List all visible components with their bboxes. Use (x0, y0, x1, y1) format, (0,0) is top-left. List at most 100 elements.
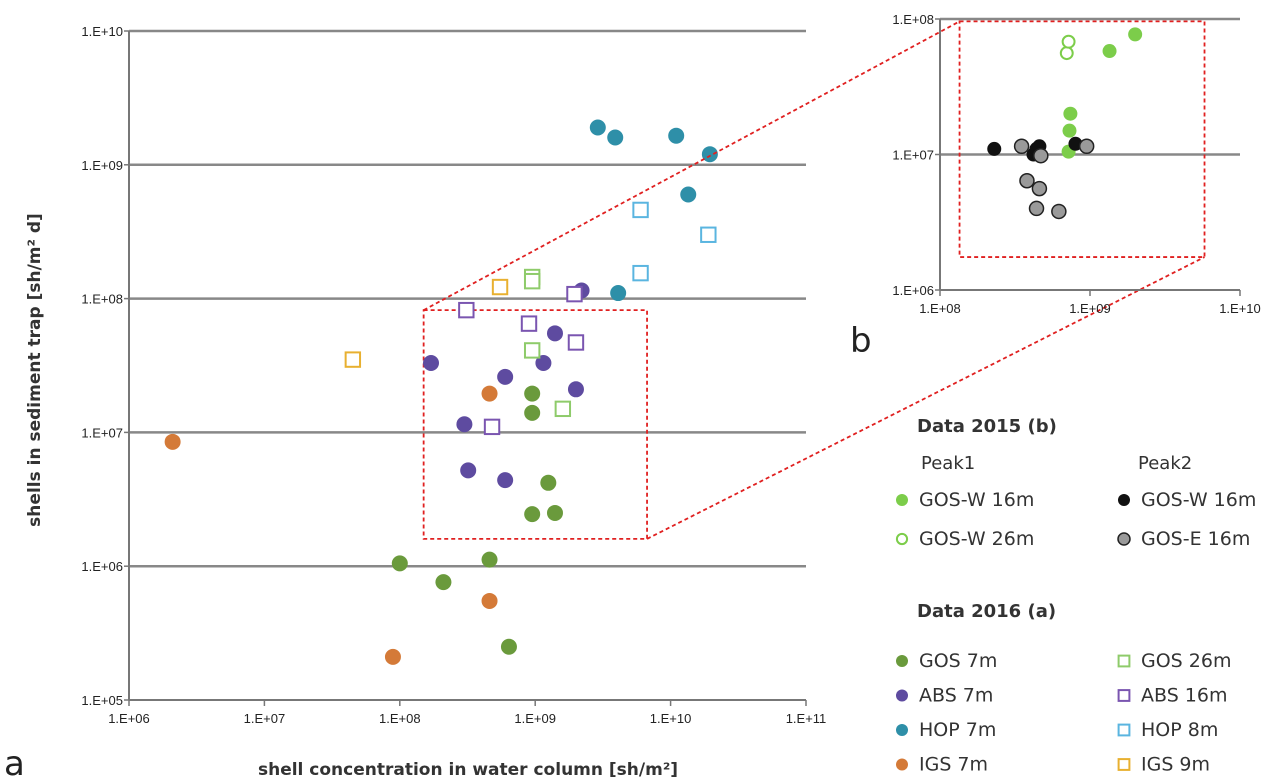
data-point (164, 433, 181, 450)
data-point (567, 334, 585, 351)
legend-label: GOS-E 16m (1141, 528, 1250, 550)
zoom-box (422, 309, 648, 540)
y-tick-label: 1.E+06 (892, 283, 934, 298)
legend-label: GOS-W 16m (919, 489, 1034, 511)
legend-peak1-label: Peak1 (921, 453, 975, 474)
data-point (497, 472, 514, 489)
x-tick-label: 1.E+10 (650, 711, 692, 726)
y-tick-label: 1.E+07 (81, 425, 123, 440)
legend-label: GOS-W 26m (919, 528, 1034, 550)
panel-a-label: a (4, 744, 25, 783)
x-tick-label: 1.E+07 (244, 711, 286, 726)
legend-label: GOS 26m (1141, 650, 1231, 672)
legend-peak2-label: Peak2 (1138, 453, 1192, 474)
data-point (1031, 180, 1048, 197)
panel-b-data-points (987, 27, 1143, 220)
legend-2016-items: GOS 7m GOS 26m ABS 7m ABS 16m HOP 7m HOP 8m IG… (896, 650, 1231, 776)
data-point (554, 400, 572, 418)
legend-marker (1118, 494, 1130, 506)
legend-label: HOP 8m (1141, 719, 1218, 741)
y-tick-label: 1.E+05 (81, 693, 123, 708)
data-point (701, 146, 718, 163)
legend-marker (896, 724, 908, 736)
data-point (589, 119, 606, 136)
data-point (344, 351, 362, 368)
panel-b-chart: 1.E+08 1.E+09 1.E+10 1.E+06 1.E+07 1.E+08 b (850, 12, 1261, 361)
data-point (610, 285, 627, 302)
panel-a-axes (124, 30, 807, 706)
data-point (546, 504, 563, 521)
panel-a-chart: 1.E+06 1.E+07 1.E+08 1.E+09 1.E+10 1.E+11 1.E… (4, 24, 826, 783)
panel-a-gridlines (129, 29, 806, 568)
legend-2015-title: Data 2015 (b) (917, 416, 1057, 437)
data-point (987, 141, 1002, 156)
data-point (632, 264, 649, 282)
data-point (1062, 123, 1077, 138)
legend-2015-items: GOS-W 16m GOS-W 16m GOS-W 26m GOS-E 16m (895, 489, 1256, 550)
data-point (1033, 147, 1049, 164)
x-tick-label: 1.E+08 (379, 711, 421, 726)
y-tick-label: 1.E+08 (81, 292, 123, 307)
data-point (423, 355, 440, 372)
legend: Data 2015 (b) Peak1 Peak2 GOS-W 16m GOS-W… (895, 416, 1256, 776)
data-point (491, 278, 509, 296)
x-tick-label: 1.E+06 (108, 711, 150, 726)
data-point (458, 301, 475, 319)
legend-marker (1117, 654, 1131, 668)
data-point (1128, 27, 1143, 42)
legend-marker (1117, 689, 1131, 702)
data-point (1059, 46, 1074, 61)
panel-a-data-points (164, 119, 718, 665)
data-point (1063, 106, 1078, 121)
zoom-connector-lines (423, 20, 1205, 540)
legend-marker (896, 494, 908, 506)
panel-b-gridlines (940, 17, 1240, 156)
data-point (524, 385, 541, 402)
legend-label: ABS 7m (919, 685, 993, 707)
panel-b-zoom-box (958, 20, 1206, 258)
data-point (1061, 34, 1076, 49)
zoom-connector-upper (423, 20, 960, 311)
panel-a-y-tick-labels: 1.E+05 1.E+06 1.E+07 1.E+08 1.E+09 1.E+10 (81, 24, 123, 708)
legend-2016-title: Data 2016 (a) (917, 601, 1056, 622)
data-point (1102, 44, 1117, 59)
data-point (607, 129, 624, 146)
legend-label: GOS 7m (919, 650, 997, 672)
data-point (700, 226, 717, 243)
y-axis-title: shells in sediment trap [sh/m² d] (25, 213, 45, 527)
zoom-box (958, 20, 1206, 258)
legend-marker (1117, 758, 1131, 771)
legend-label: IGS 7m (919, 754, 988, 776)
panel-a-zoom-box (422, 309, 648, 540)
data-point (523, 272, 541, 290)
data-point (546, 325, 563, 342)
y-tick-label: 1.E+06 (81, 559, 123, 574)
zoom-connector-lower (646, 256, 1205, 540)
legend-marker (896, 758, 908, 771)
y-tick-label: 1.E+09 (81, 158, 123, 173)
data-point (567, 381, 584, 398)
legend-marker (896, 655, 908, 667)
data-point (680, 186, 697, 203)
legend-marker (1117, 723, 1131, 737)
data-point (497, 368, 514, 385)
x-tick-label: 1.E+08 (919, 301, 961, 316)
data-point (460, 462, 477, 479)
legend-marker (1117, 532, 1131, 546)
data-point (500, 638, 517, 655)
x-tick-label: 1.E+11 (786, 711, 827, 726)
data-point (520, 315, 538, 332)
data-point (391, 555, 408, 572)
data-point (632, 201, 649, 219)
panel-b-label: b (850, 321, 872, 361)
legend-marker (895, 532, 909, 546)
data-point (1078, 138, 1095, 155)
panel-b-axes (935, 18, 1241, 296)
legend-label: ABS 16m (1141, 685, 1227, 707)
data-point (384, 648, 401, 665)
data-point (481, 551, 498, 568)
data-point (668, 127, 685, 144)
legend-label: GOS-W 16m (1141, 489, 1256, 511)
x-tick-label: 1.E+09 (1069, 301, 1111, 316)
data-point (540, 474, 557, 491)
